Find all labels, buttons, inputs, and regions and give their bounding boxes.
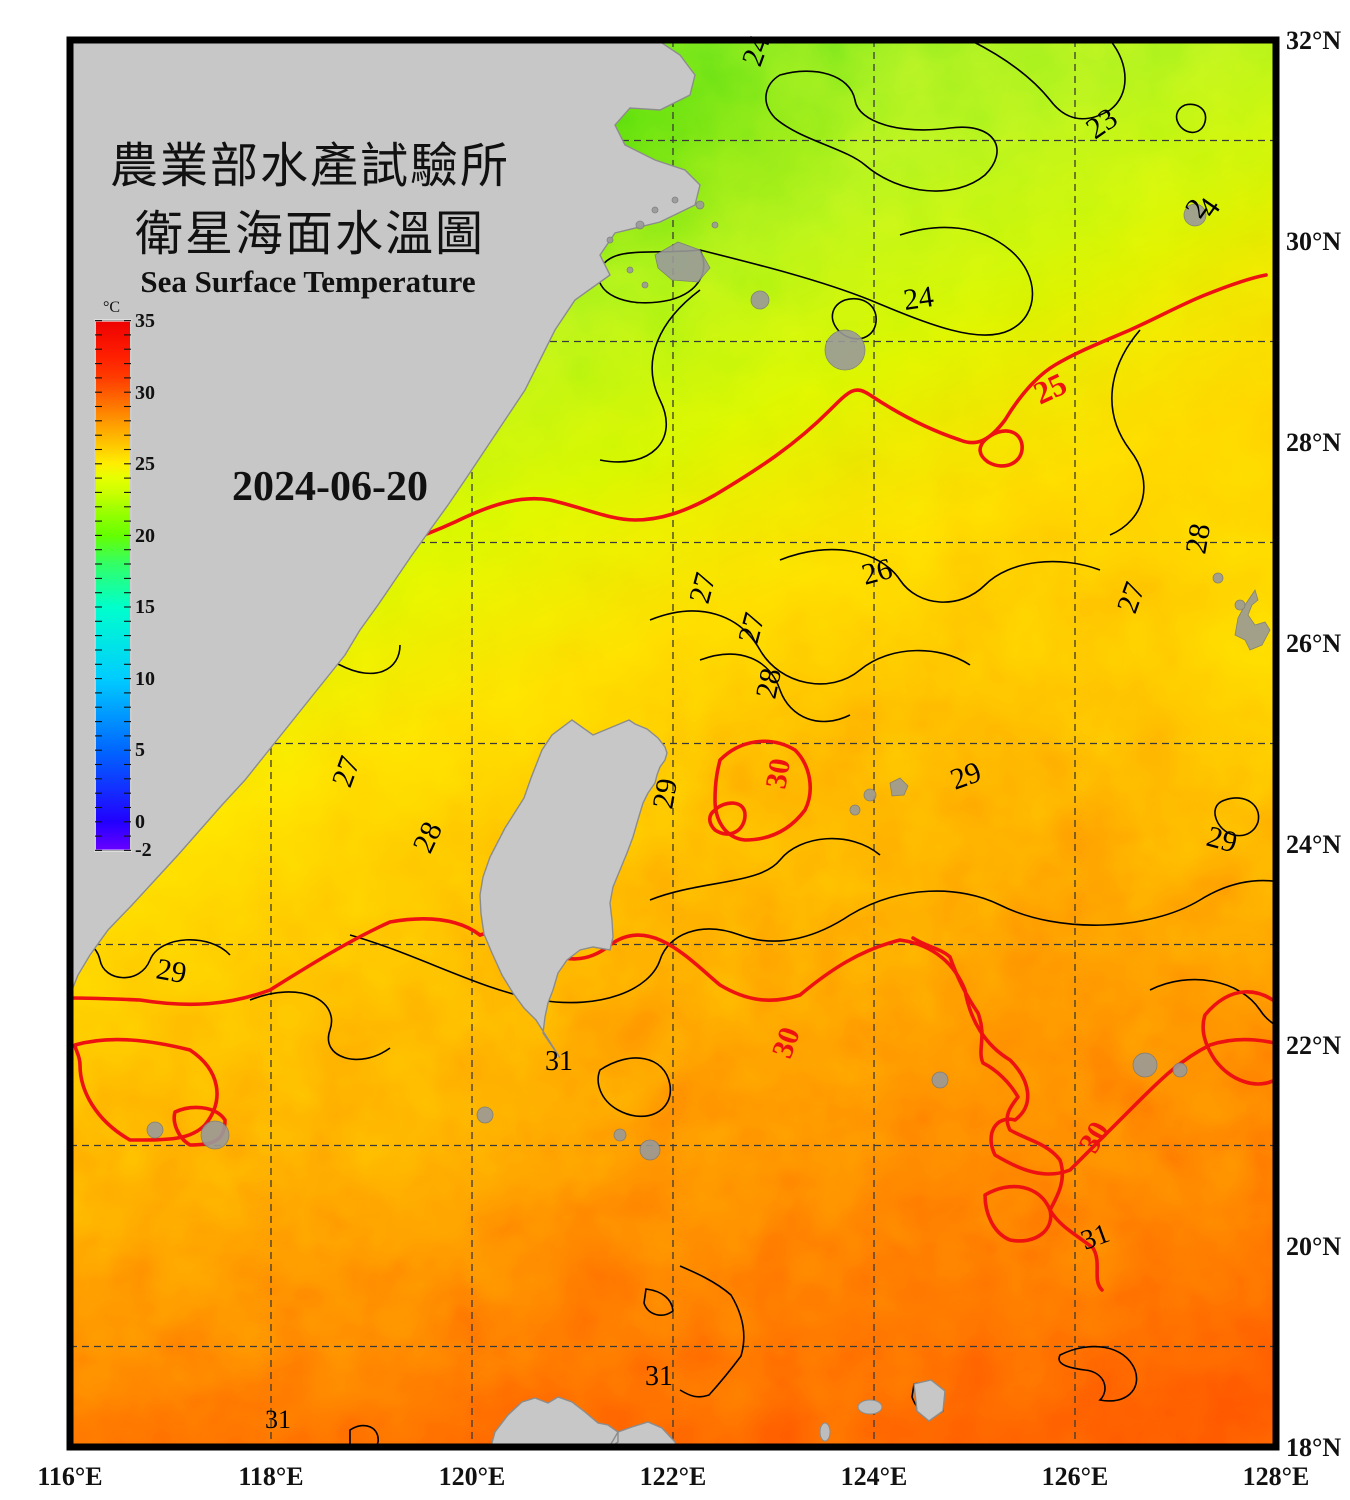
svg-text:2024-06-20: 2024-06-20 — [232, 464, 428, 510]
svg-text:-2: -2 — [135, 839, 152, 861]
svg-text:20: 20 — [135, 525, 155, 547]
svg-text:30: 30 — [759, 756, 797, 791]
svg-text:29: 29 — [646, 776, 684, 811]
svg-text:°C: °C — [103, 299, 120, 316]
svg-text:26°N: 26°N — [1286, 629, 1341, 658]
svg-text:18°N: 18°N — [1286, 1433, 1341, 1462]
svg-text:31: 31 — [265, 1405, 291, 1434]
svg-text:35: 35 — [135, 310, 155, 332]
svg-text:農業部水產試驗所: 農業部水產試驗所 — [110, 140, 510, 193]
svg-text:15: 15 — [135, 596, 155, 618]
svg-text:126°E: 126°E — [1042, 1462, 1109, 1491]
svg-text:122°E: 122°E — [640, 1462, 707, 1491]
svg-text:0: 0 — [135, 811, 145, 833]
svg-text:24: 24 — [901, 280, 935, 317]
svg-text:30°N: 30°N — [1286, 227, 1341, 256]
svg-text:20°N: 20°N — [1286, 1232, 1341, 1261]
svg-text:衛星海面水溫圖: 衛星海面水溫圖 — [135, 208, 485, 261]
svg-text:Sea Surface Temperature: Sea Surface Temperature — [140, 264, 475, 299]
svg-text:22°N: 22°N — [1286, 1031, 1341, 1060]
svg-text:116°E: 116°E — [37, 1462, 102, 1491]
svg-text:30: 30 — [135, 382, 155, 404]
svg-text:25: 25 — [135, 453, 155, 475]
svg-text:5: 5 — [135, 739, 145, 761]
svg-text:31: 31 — [645, 1361, 673, 1392]
svg-text:31: 31 — [545, 1046, 573, 1077]
svg-text:24°N: 24°N — [1286, 830, 1341, 859]
svg-text:10: 10 — [135, 668, 155, 690]
svg-text:28: 28 — [1179, 521, 1217, 556]
svg-text:120°E: 120°E — [439, 1462, 506, 1491]
svg-text:29: 29 — [154, 952, 189, 990]
svg-text:28°N: 28°N — [1286, 428, 1341, 457]
svg-text:32°N: 32°N — [1286, 26, 1341, 55]
svg-text:124°E: 124°E — [841, 1462, 908, 1491]
svg-text:118°E: 118°E — [238, 1462, 303, 1491]
svg-text:128°E: 128°E — [1243, 1462, 1310, 1491]
